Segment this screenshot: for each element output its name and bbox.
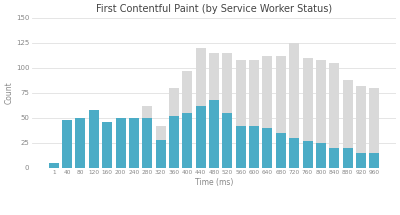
Bar [356, 153, 366, 168]
Bar [276, 56, 286, 133]
Bar [329, 148, 339, 168]
Title: First Contentful Paint (by Service Worker Status): First Contentful Paint (by Service Worke… [96, 4, 332, 14]
Bar [369, 88, 379, 153]
Bar [289, 138, 299, 168]
Bar [142, 106, 152, 118]
Bar [342, 148, 352, 168]
Bar [116, 118, 126, 168]
Bar [196, 106, 206, 168]
Bar [302, 141, 312, 168]
Bar [142, 118, 152, 168]
Bar [49, 163, 59, 168]
Bar [236, 126, 246, 168]
Bar [169, 88, 179, 116]
Bar [316, 143, 326, 168]
Bar [289, 43, 299, 138]
Bar [222, 113, 232, 168]
Bar [222, 53, 232, 113]
Bar [249, 126, 259, 168]
Bar [102, 122, 112, 168]
Bar [276, 133, 286, 168]
Bar [316, 60, 326, 143]
Bar [209, 100, 219, 168]
Bar [356, 86, 366, 153]
Bar [182, 71, 192, 113]
Bar [169, 116, 179, 168]
Y-axis label: Count: Count [4, 81, 13, 104]
Bar [76, 118, 86, 168]
Bar [196, 48, 206, 106]
Bar [342, 80, 352, 148]
Bar [156, 126, 166, 140]
Bar [262, 128, 272, 168]
Bar [262, 56, 272, 128]
Bar [236, 60, 246, 126]
Bar [369, 153, 379, 168]
Bar [209, 53, 219, 100]
Bar [302, 58, 312, 141]
Bar [249, 60, 259, 126]
Bar [182, 113, 192, 168]
Bar [62, 120, 72, 168]
Bar [89, 110, 99, 168]
X-axis label: Time (ms): Time (ms) [195, 178, 233, 187]
Bar [329, 63, 339, 148]
Bar [129, 118, 139, 168]
Bar [156, 140, 166, 168]
